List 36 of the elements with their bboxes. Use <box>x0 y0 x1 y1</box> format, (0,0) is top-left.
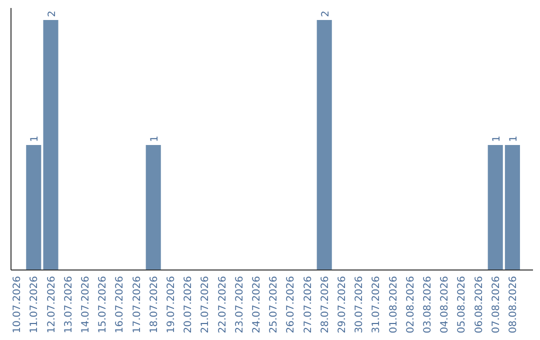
x-tick-label: 12.07.2026 <box>46 276 58 334</box>
x-tick-label: 27.07.2026 <box>302 276 314 334</box>
x-tick-label: 04.08.2026 <box>440 276 451 334</box>
x-tick-label: 29.07.2026 <box>336 276 348 334</box>
x-tick-label: 16.07.2026 <box>114 276 126 334</box>
x-tick-label: 11.07.2026 <box>29 276 40 334</box>
x-tick-label: 24.07.2026 <box>251 276 262 334</box>
x-tick-label: 06.08.2026 <box>474 276 485 334</box>
x-tick-label: 17.07.2026 <box>132 276 143 334</box>
x-tick-label: 22.07.2026 <box>217 276 228 334</box>
x-tick-label: 03.08.2026 <box>422 276 434 334</box>
x-tick-label: 10.07.2026 <box>12 276 24 334</box>
x-tick-label: 15.07.2026 <box>98 276 109 334</box>
x-tick-label: 26.07.2026 <box>286 276 297 334</box>
x-tick-label: 13.07.2026 <box>63 276 74 334</box>
x-tick-label: 28.07.2026 <box>320 276 331 334</box>
x-tick-label: 25.07.2026 <box>268 276 280 334</box>
x-tick-label: 07.08.2026 <box>490 276 502 334</box>
data-label: 1 <box>149 136 160 142</box>
x-tick-label: 20.07.2026 <box>183 276 194 334</box>
x-tick-label: 08.08.2026 <box>508 276 519 334</box>
data-label: 1 <box>30 136 41 142</box>
x-tick-label: 23.07.2026 <box>234 276 246 334</box>
data-label: 1 <box>491 136 502 142</box>
x-tick-label: 19.07.2026 <box>166 276 177 334</box>
x-tick-label: 14.07.2026 <box>80 276 92 334</box>
x-tick-label: 31.07.2026 <box>371 276 382 334</box>
data-label: 1 <box>508 136 520 142</box>
x-tick-label: 01.08.2026 <box>388 276 400 334</box>
x-tick-label: 30.07.2026 <box>354 276 366 334</box>
data-label: 2 <box>320 10 332 17</box>
x-tick-label: 18.07.2026 <box>148 276 160 334</box>
x-tick-label: 21.07.2026 <box>200 276 212 334</box>
data-label: 2 <box>46 10 58 17</box>
x-tick-label: 02.08.2026 <box>405 276 416 334</box>
x-tick-label: 05.08.2026 <box>456 276 468 334</box>
